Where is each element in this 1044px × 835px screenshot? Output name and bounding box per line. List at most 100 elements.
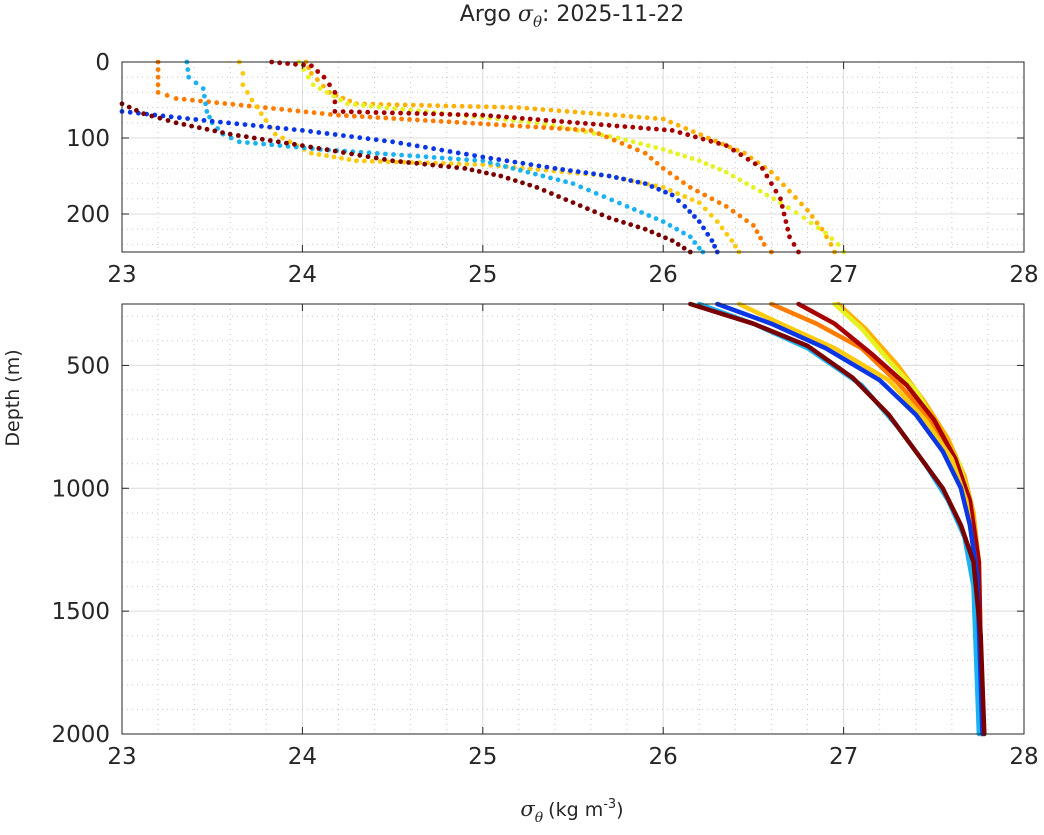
- upper-point-float-2: [689, 156, 695, 161]
- upper-point-float-4: [414, 111, 420, 116]
- upper-point-float-2: [345, 101, 350, 107]
- upper-point-float-2: [653, 145, 659, 150]
- upper-point-float-5: [733, 243, 738, 249]
- upper-point-float-6: [548, 175, 553, 181]
- upper-point-float-7: [332, 132, 338, 137]
- upper-point-float-3: [723, 204, 729, 209]
- upper-point-float-6: [228, 135, 234, 141]
- upper-point-float-7: [682, 204, 688, 209]
- upper-point-float-4: [488, 113, 494, 119]
- upper-point-float-3: [214, 100, 220, 106]
- upper-point-float-7: [575, 169, 581, 175]
- upper-x-tick-label: 26: [649, 262, 678, 288]
- upper-point-float-4: [769, 181, 774, 187]
- upper-point-float-7: [177, 115, 182, 121]
- upper-point-float-6: [601, 194, 607, 200]
- upper-point-float-7: [496, 157, 502, 162]
- upper-x-tick-label: 28: [1009, 262, 1038, 288]
- upper-point-float-4: [431, 111, 436, 117]
- upper-point-float-1: [451, 103, 457, 109]
- upper-point-float-6: [374, 151, 380, 156]
- upper-point-float-1: [540, 107, 546, 112]
- upper-point-float-7: [283, 126, 289, 132]
- upper-point-float-7: [193, 117, 199, 122]
- upper-point-float-4: [277, 60, 283, 66]
- upper-point-float-3: [279, 106, 285, 112]
- upper-point-float-4: [551, 118, 557, 124]
- upper-point-float-1: [467, 104, 473, 109]
- upper-point-float-4: [357, 109, 362, 115]
- upper-point-float-5: [309, 150, 314, 156]
- upper-point-float-2: [778, 200, 783, 206]
- upper-point-float-1: [315, 77, 320, 83]
- y-axis-label: Depth (m): [2, 349, 24, 446]
- upper-point-float-6: [200, 86, 206, 91]
- upper-point-float-6: [480, 158, 486, 164]
- upper-point-float-4: [760, 166, 765, 171]
- upper-point-float-5: [719, 225, 725, 231]
- upper-point-float-6: [193, 80, 199, 86]
- upper-point-float-7: [185, 116, 191, 121]
- upper-point-float-3: [580, 127, 586, 133]
- upper-point-float-7: [226, 120, 232, 126]
- upper-point-float-4: [332, 109, 338, 114]
- lower-x-tick-label: 23: [107, 744, 136, 770]
- upper-point-float-8: [275, 139, 281, 145]
- upper-point-float-7: [520, 160, 526, 166]
- upper-point-float-7: [701, 225, 706, 231]
- upper-point-float-1: [508, 105, 514, 110]
- upper-point-float-6: [540, 173, 546, 179]
- upper-x-tick-label: 24: [288, 262, 317, 288]
- upper-y-tick-label: 200: [66, 202, 110, 228]
- upper-point-float-7: [583, 170, 589, 176]
- upper-point-float-2: [682, 153, 688, 159]
- lower-x-tick-label: 24: [288, 744, 317, 770]
- upper-point-float-4: [309, 63, 314, 69]
- upper-point-float-2: [353, 102, 358, 107]
- upper-point-float-3: [415, 117, 420, 123]
- upper-point-float-6: [510, 166, 516, 171]
- upper-point-float-2: [703, 161, 709, 167]
- upper-point-float-1: [742, 150, 747, 156]
- lower-x-tick-label: 27: [829, 744, 858, 770]
- upper-point-float-7: [275, 125, 281, 131]
- upper-point-float-3: [525, 124, 531, 129]
- upper-point-float-7: [209, 118, 215, 124]
- lower-y-tick-label: 1000: [51, 476, 110, 502]
- upper-point-float-5: [245, 90, 250, 95]
- upper-point-float-3: [611, 137, 617, 143]
- upper-point-float-3: [635, 147, 640, 153]
- upper-point-float-2: [607, 134, 613, 139]
- upper-point-float-4: [700, 136, 706, 142]
- upper-point-float-1: [683, 126, 689, 131]
- upper-point-float-6: [696, 245, 702, 251]
- upper-point-float-2: [638, 141, 643, 147]
- upper-point-float-6: [439, 155, 445, 161]
- upper-point-float-3: [648, 155, 654, 161]
- upper-point-float-6: [202, 93, 207, 99]
- upper-point-float-1: [644, 115, 650, 121]
- upper-point-float-7: [528, 162, 534, 168]
- upper-point-float-3: [336, 112, 341, 118]
- upper-point-float-4: [778, 196, 783, 202]
- lower-x-tick-label: 26: [649, 744, 678, 770]
- lower-data: [688, 301, 987, 737]
- upper-point-float-1: [427, 103, 432, 108]
- upper-point-float-4: [321, 74, 327, 80]
- upper-point-float-2: [338, 97, 343, 103]
- upper-point-float-4: [472, 112, 477, 118]
- upper-point-float-8: [430, 162, 436, 168]
- upper-point-float-1: [459, 103, 465, 109]
- upper-point-float-8: [173, 120, 179, 126]
- upper-point-float-8: [669, 238, 675, 244]
- upper-point-float-1: [524, 105, 530, 111]
- lower-tick-labels: 23 24 25 26 27 28 500 1000 1500 2000: [51, 304, 1039, 770]
- upper-point-float-3: [173, 96, 179, 101]
- upper-point-float-8: [613, 217, 619, 223]
- upper-point-float-1: [492, 104, 497, 110]
- upper-point-float-6: [617, 200, 622, 206]
- upper-point-float-5: [456, 161, 462, 167]
- upper-point-float-5: [668, 188, 673, 193]
- upper-point-float-4: [764, 173, 770, 179]
- upper-point-float-7: [536, 163, 542, 169]
